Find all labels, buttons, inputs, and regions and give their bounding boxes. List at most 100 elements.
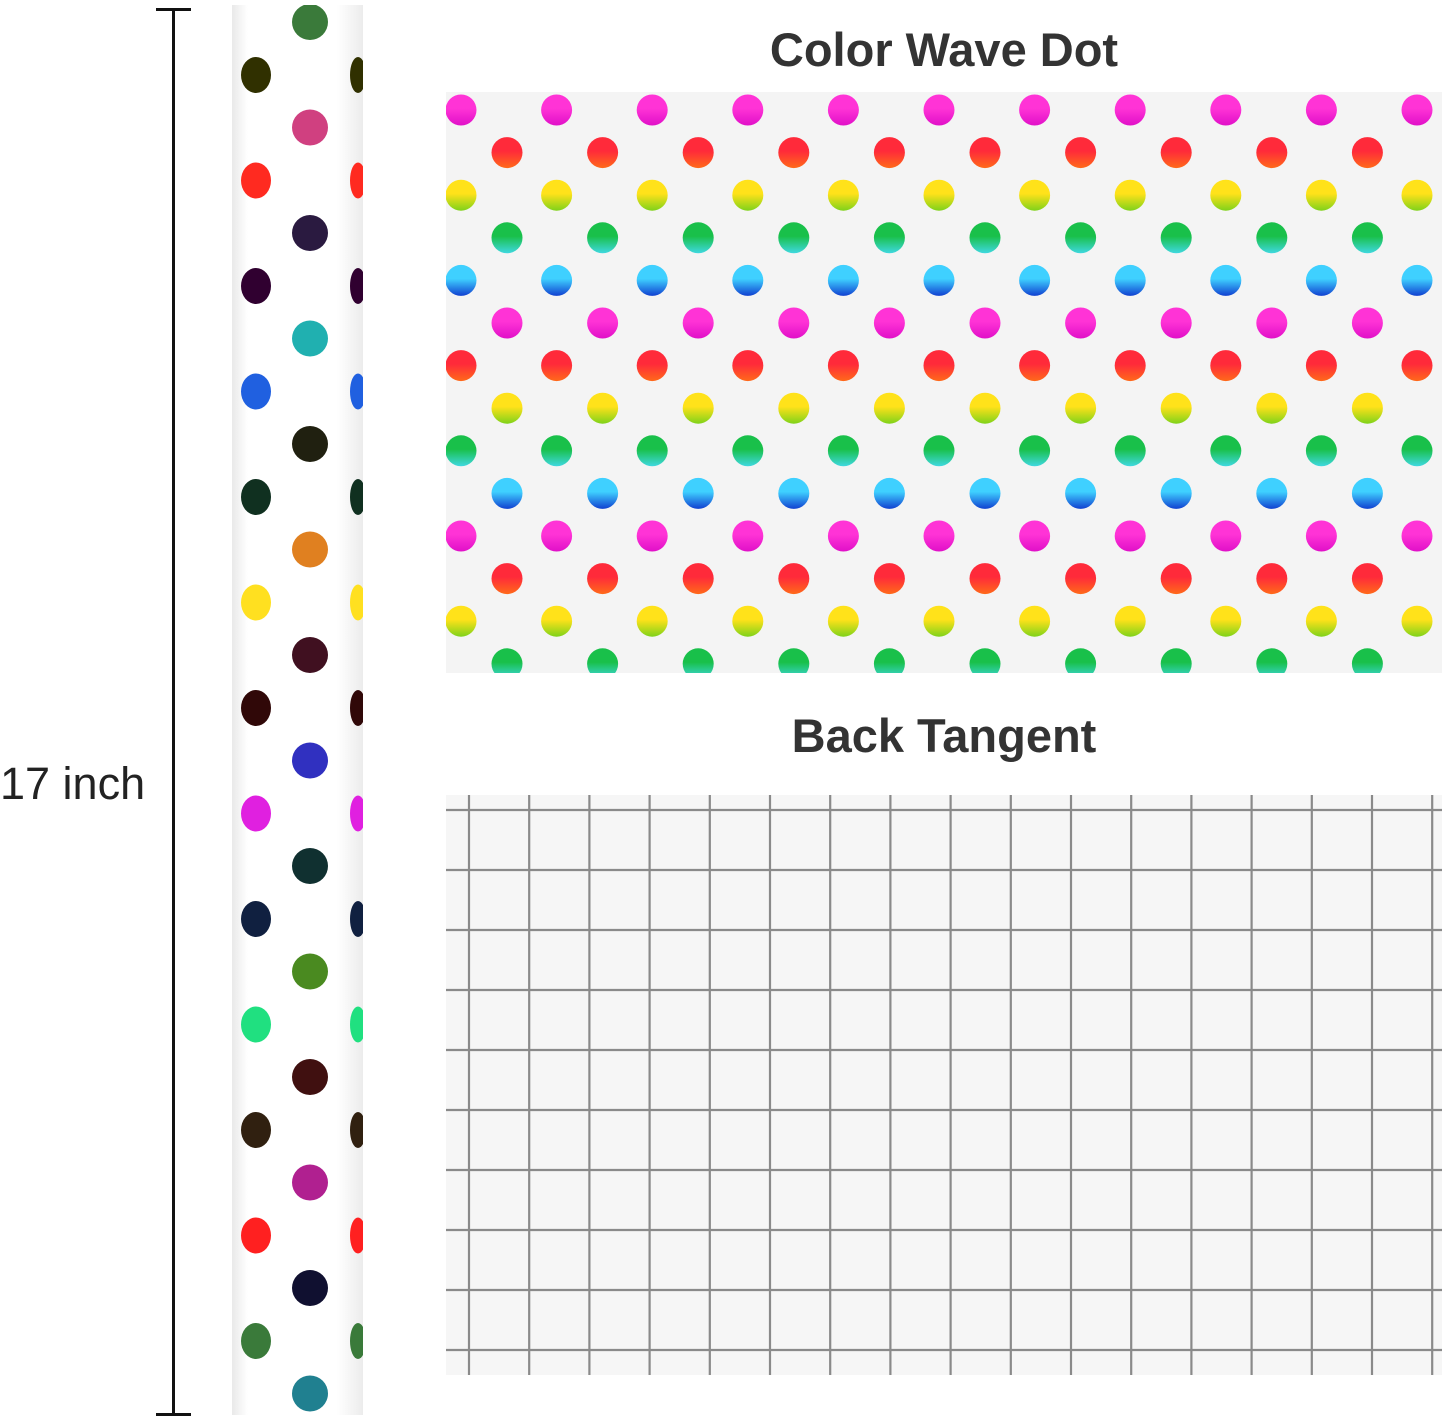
- dot: [1401, 350, 1433, 382]
- dot: [541, 179, 573, 211]
- dot: [1114, 435, 1146, 467]
- dot: [682, 222, 714, 254]
- dot: [778, 477, 810, 509]
- dot: [1256, 563, 1288, 595]
- dot: [1210, 605, 1242, 637]
- dot: [873, 137, 905, 169]
- dot: [827, 179, 859, 211]
- dot: [778, 222, 810, 254]
- roll-dot: [350, 268, 363, 304]
- roll-dot: [350, 162, 363, 199]
- dot: [1256, 307, 1288, 339]
- dot: [636, 435, 668, 467]
- roll-dot: [292, 426, 328, 462]
- dot: [1065, 392, 1097, 424]
- dot: [541, 605, 573, 637]
- back-grid-swatch: [446, 795, 1442, 1375]
- dot: [1351, 648, 1383, 673]
- dot: [491, 563, 523, 595]
- dot: [732, 435, 764, 467]
- dot: [1305, 179, 1337, 211]
- dot: [1065, 648, 1097, 673]
- dot: [446, 94, 477, 126]
- dot: [1401, 520, 1433, 552]
- roll-dot: [241, 584, 271, 621]
- roll-dot: [241, 373, 271, 410]
- dot: [827, 435, 859, 467]
- dot: [827, 264, 859, 296]
- roll-dot: [241, 1006, 271, 1043]
- color-wave-dot-swatch: [446, 92, 1442, 673]
- dot: [923, 94, 955, 126]
- dot: [491, 477, 523, 509]
- dot: [541, 94, 573, 126]
- dot: [682, 307, 714, 339]
- dot: [491, 392, 523, 424]
- dot: [1256, 137, 1288, 169]
- dot: [732, 179, 764, 211]
- dot: [732, 605, 764, 637]
- dot: [1160, 648, 1192, 673]
- dot: [1256, 392, 1288, 424]
- dot: [587, 222, 619, 254]
- grid-pattern: [446, 795, 1442, 1375]
- dot: [587, 137, 619, 169]
- dot: [1256, 477, 1288, 509]
- dot: [1114, 264, 1146, 296]
- dot: [587, 563, 619, 595]
- dot: [1019, 605, 1051, 637]
- dot: [1210, 94, 1242, 126]
- roll-dot: [350, 1006, 363, 1043]
- dot: [827, 350, 859, 382]
- dimension-line: [172, 8, 175, 1416]
- roll-dot: [350, 690, 363, 726]
- dot: [827, 605, 859, 637]
- dot: [1210, 179, 1242, 211]
- dot: [1401, 94, 1433, 126]
- dot: [1305, 435, 1337, 467]
- dot: [636, 264, 668, 296]
- dot: [1065, 477, 1097, 509]
- dot: [1256, 648, 1288, 673]
- dot: [1160, 222, 1192, 254]
- dot: [1160, 137, 1192, 169]
- dot: [1351, 477, 1383, 509]
- roll-dot: [241, 901, 271, 937]
- dot: [873, 563, 905, 595]
- dot: [1305, 264, 1337, 296]
- dot: [827, 520, 859, 552]
- dot: [778, 392, 810, 424]
- dot: [732, 350, 764, 382]
- roll-dot: [241, 57, 271, 93]
- dot: [1351, 307, 1383, 339]
- dot: [682, 392, 714, 424]
- dot: [491, 307, 523, 339]
- dot: [1065, 307, 1097, 339]
- dot: [446, 435, 477, 467]
- dot: [1019, 520, 1051, 552]
- roll-dot: [350, 1323, 363, 1359]
- roll-dot: [241, 162, 271, 199]
- dot: [636, 350, 668, 382]
- dot: [491, 648, 523, 673]
- dot: [446, 179, 477, 211]
- dot: [969, 648, 1001, 673]
- roll-dot: [350, 795, 363, 832]
- dimension-label: 17 inch: [0, 758, 146, 809]
- dot: [778, 137, 810, 169]
- dot: [1351, 222, 1383, 254]
- dot: [1401, 435, 1433, 467]
- roll-dot: [350, 584, 363, 621]
- dot: [587, 392, 619, 424]
- dot: [446, 264, 477, 296]
- dot: [923, 350, 955, 382]
- roll-dot: [292, 1059, 328, 1095]
- dot: [1114, 520, 1146, 552]
- dot: [923, 520, 955, 552]
- wrapping-paper-roll: [232, 5, 363, 1415]
- dot: [446, 520, 477, 552]
- roll-dot: [292, 215, 328, 251]
- dot: [1114, 179, 1146, 211]
- dot: [636, 94, 668, 126]
- roll-dot: [241, 1217, 271, 1254]
